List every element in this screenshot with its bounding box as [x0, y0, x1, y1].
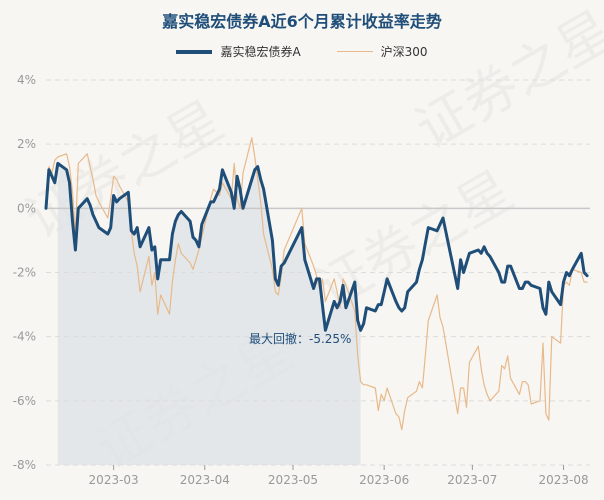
x-tick-label: 2023-03 [89, 473, 139, 487]
series-layer [44, 137, 589, 431]
legend-label-index: 沪深300 [380, 45, 428, 59]
annotation-layer: 最大回撤：-5.25% [249, 331, 351, 346]
x-tick-label: 2023-06 [359, 473, 409, 487]
max-drawdown-label: 最大回撤：-5.25% [249, 331, 351, 346]
y-tick-label: 2% [17, 137, 36, 151]
legend-swatch-index [336, 51, 373, 52]
y-tick-label: -2% [13, 266, 36, 280]
series-line-fund[interactable] [44, 161, 589, 332]
y-tick-label: 0% [17, 201, 36, 215]
y-tick-label: 4% [17, 73, 36, 87]
legend-label-fund: 嘉实稳宏债券A [220, 45, 301, 59]
x-tick-label: 2023-05 [268, 473, 318, 487]
y-axis: 4% 2% 0% -2% -4% -6% -8% [13, 73, 36, 472]
drawdown-shade-layer [57, 163, 361, 465]
y-tick-label: -8% [13, 458, 36, 472]
legend: 嘉实稳宏债券A 沪深300 [0, 43, 604, 60]
grid-layer [46, 79, 590, 466]
x-tick-label: 2023-08 [538, 473, 588, 487]
watermark-text: 证券之星 [405, 0, 604, 161]
x-tick-label: 2023-04 [180, 473, 230, 487]
x-axis: 2023-03 2023-04 2023-05 2023-06 2023-07 2023-… [89, 465, 589, 487]
x-tick-label: 2023-07 [447, 473, 497, 487]
drawdown-shade [57, 163, 361, 465]
y-tick-label: -4% [13, 330, 36, 344]
legend-item-fund[interactable]: 嘉实稳宏债券A [176, 43, 301, 60]
legend-swatch-fund [176, 49, 213, 54]
legend-item-index[interactable]: 沪深300 [336, 43, 428, 60]
chart-title: 嘉实稳宏债券A近6个月累计收益率走势 [162, 12, 442, 31]
y-tick-label: -6% [13, 394, 36, 408]
